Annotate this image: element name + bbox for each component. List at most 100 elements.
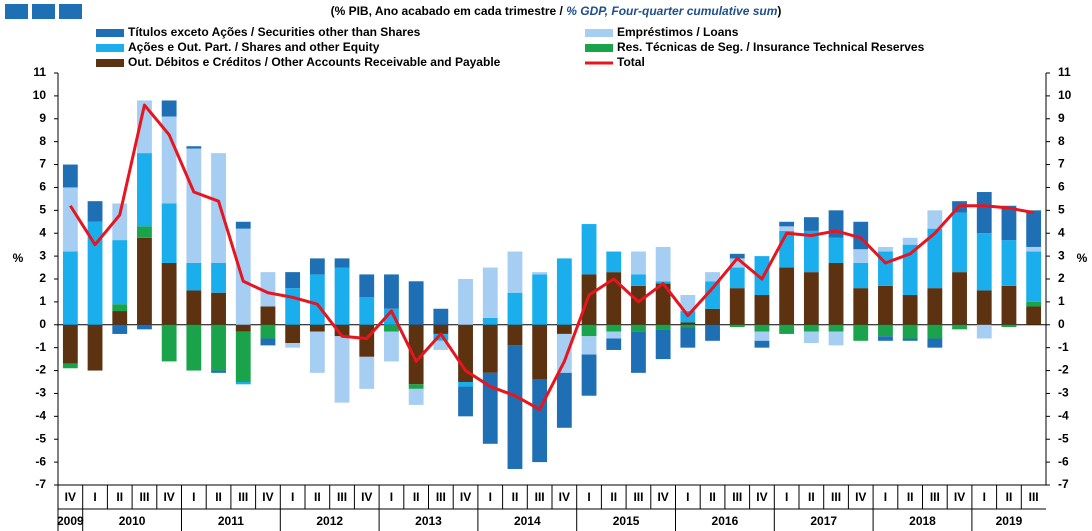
bar: [507, 345, 523, 469]
x-group-label: 2012: [316, 514, 343, 528]
bar: [927, 210, 943, 229]
legend-label: Empréstimos / Loans: [617, 25, 739, 39]
bar: [853, 262, 869, 289]
y2-tick-label: 4: [1058, 225, 1065, 239]
bar: [976, 233, 992, 291]
bar: [384, 331, 399, 362]
bar: [705, 272, 720, 282]
y2-tick-label: 8: [1058, 134, 1065, 148]
bar: [680, 295, 696, 312]
bar: [1026, 251, 1042, 302]
y-tick-label: 10: [33, 88, 47, 102]
bar: [186, 146, 202, 149]
y2-tick-label: -1: [1058, 340, 1069, 354]
bar: [1001, 240, 1017, 286]
bar: [729, 267, 745, 289]
bar: [161, 203, 177, 263]
bar: [62, 187, 78, 252]
y-axis-label: %: [13, 251, 24, 265]
x-tick-label: I: [983, 490, 986, 504]
bar: [161, 262, 177, 325]
bar: [408, 384, 424, 389]
total-line: [69, 103, 1034, 411]
legend-label: Total: [617, 55, 645, 69]
x-tick-label: IV: [756, 490, 767, 504]
x-tick-label: II: [907, 490, 914, 504]
bar: [779, 267, 795, 325]
bar: [62, 324, 78, 364]
x-tick-label: II: [512, 490, 519, 504]
x-tick-label: II: [314, 490, 321, 504]
x-tick-label: IV: [855, 490, 866, 504]
bar: [803, 324, 819, 332]
y-tick-label: 6: [39, 180, 46, 194]
y-tick-label: -1: [35, 340, 46, 354]
bar: [482, 324, 498, 373]
bar: [285, 324, 301, 344]
bar: [828, 331, 844, 346]
y2-tick-label: 11: [1058, 65, 1071, 79]
x-tick-label: II: [413, 490, 420, 504]
header-box: [5, 4, 28, 19]
y-tick-label: 5: [39, 203, 46, 217]
x-tick-label: IV: [559, 490, 570, 504]
legend-marker: [96, 44, 124, 52]
bar: [976, 290, 992, 325]
y-tick-label: 0: [39, 317, 46, 331]
bar: [705, 281, 720, 309]
y-tick-label: 7: [39, 157, 46, 171]
legend-marker: [585, 29, 613, 37]
x-tick-label: III: [436, 490, 446, 504]
bar: [359, 274, 375, 298]
header-box: [59, 4, 82, 19]
x-tick-label: I: [192, 490, 195, 504]
bar: [556, 258, 572, 325]
bar: [62, 363, 78, 369]
x-group-label: 2010: [119, 514, 146, 528]
bar: [976, 192, 992, 234]
bar: [408, 388, 424, 405]
bar: [828, 237, 844, 263]
bar: [828, 262, 844, 325]
bar: [803, 272, 819, 325]
y2-tick-label: 0: [1058, 317, 1065, 331]
bar: [408, 281, 424, 325]
x-tick-label: IV: [262, 490, 273, 504]
bar: [482, 267, 498, 318]
x-group-label: 2011: [218, 514, 244, 528]
bar: [729, 288, 745, 325]
bar: [853, 249, 869, 263]
bar: [976, 324, 992, 339]
bar: [606, 331, 622, 339]
bar: [705, 308, 720, 325]
bar: [384, 274, 399, 309]
bar: [433, 324, 449, 334]
bar: [482, 372, 498, 444]
legend-marker: [585, 44, 613, 52]
bar: [260, 306, 276, 325]
x-tick-label: II: [709, 490, 716, 504]
bar: [112, 240, 128, 305]
bar: [581, 274, 597, 325]
bar: [285, 343, 301, 348]
y2-axis-label: %: [1077, 251, 1088, 265]
x-tick-label: IV: [361, 490, 372, 504]
y-tick-label: -6: [35, 454, 46, 468]
bar: [260, 324, 276, 339]
chart-title: (% PIB, Ano acabado em cada trimestre / …: [331, 4, 782, 18]
legend-marker: [96, 59, 124, 67]
bar: [878, 324, 893, 337]
x-group-label: 2019: [996, 514, 1023, 528]
bar: [581, 336, 597, 355]
x-tick-label: III: [633, 490, 643, 504]
bar: [878, 336, 893, 341]
x-tick-label: III: [1029, 490, 1039, 504]
bar: [606, 338, 622, 350]
bar: [927, 338, 943, 348]
bar: [581, 354, 597, 396]
x-tick-label: III: [139, 490, 149, 504]
bar: [186, 148, 202, 263]
bar: [507, 324, 523, 346]
